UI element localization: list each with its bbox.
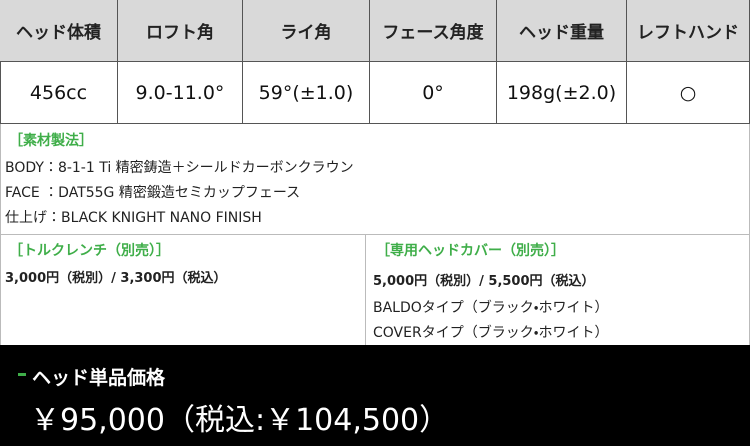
materials-title: ［素材製法］ [9,133,93,149]
cover-type: BALDOタイプ（ブラック・ホワイト） [373,300,609,316]
cover-price: 5,000円（税別）/ 5,500円（税込） [373,274,595,289]
header-cell: フェース角度 [370,0,497,62]
footer-marker [18,373,26,376]
torque-price: 3,000円（税別）/ 3,300円（税込） [5,271,227,286]
materials-section: ［素材製法］ BODY：8-1-1 Ti 精密鋳造＋シールドカーボンクラウン F… [0,124,750,235]
data-cell: 59°(±1.0) [243,62,370,124]
material-line: FACE ：DAT55G 精密鍛造セミカップフェース [5,185,301,201]
data-cell: 456cc [0,62,118,124]
footer-label: ヘッド単品価格 [32,367,166,389]
material-line: 仕上げ：BLACK KNIGHT NANO FINISH [5,210,262,226]
data-cell: 198g(±2.0) [497,62,627,124]
data-cell: 9.0-11.0° [118,62,243,124]
spec-table: ヘッド体積 ロフト角 ライ角 フェース角度 ヘッド重量 レフトハンド 456cc 9.0-11… [0,0,750,124]
header-cell: ヘッド重量 [497,0,627,62]
data-cell: 0° [370,62,497,124]
cover-section: ［専用ヘッドカバー（別売）］ 5,000円（税別）/ 5,500円（税込） BA… [366,235,750,345]
header-cell: レフトハンド [627,0,750,62]
cover-type: COVERタイプ（ブラック・ホワイト） [373,325,609,341]
footer: ヘッド単品価格 ￥95,000（税込:￥104,500） [0,345,750,446]
material-line: BODY：8-1-1 Ti 精密鋳造＋シールドカーボンクラウン [5,160,354,176]
data-cell: ○ [627,62,750,124]
header-cell: ライ角 [243,0,370,62]
cover-title: ［専用ヘッドカバー（別売）］ [376,243,565,259]
torque-section: ［トルクレンチ（別売）］ 3,000円（税別）/ 3,300円（税込） [0,235,366,345]
torque-title: ［トルクレンチ（別売）］ [9,243,170,259]
header-cell: ロフト角 [118,0,243,62]
footer-price: ￥95,000（税込:￥104,500） [30,403,450,438]
header-cell: ヘッド体積 [0,0,118,62]
